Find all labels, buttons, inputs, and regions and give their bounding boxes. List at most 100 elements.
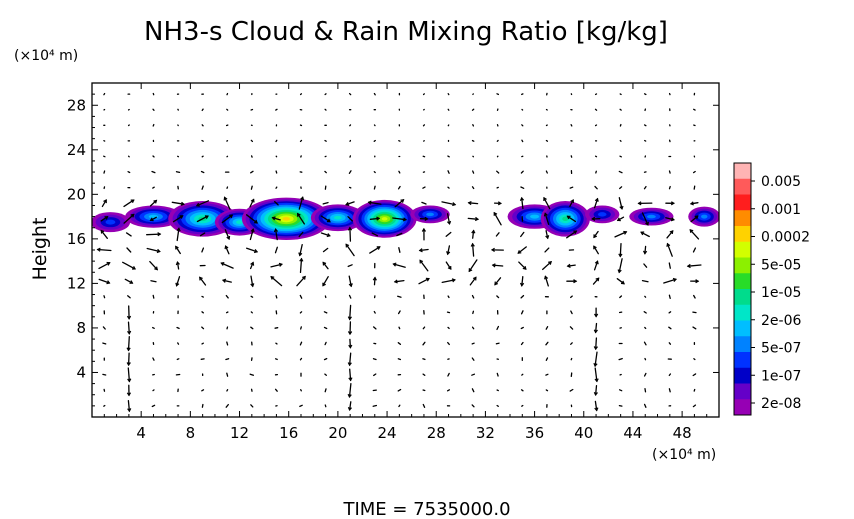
wind-vector-head bbox=[254, 219, 258, 224]
wind-vector bbox=[347, 264, 353, 268]
wind-vector bbox=[693, 388, 696, 392]
wind-vector bbox=[471, 357, 475, 361]
wind-vector bbox=[102, 342, 107, 345]
plot-frame bbox=[91, 82, 720, 418]
wind-vector bbox=[663, 278, 677, 284]
wind-vector-head bbox=[270, 275, 275, 280]
wind-vector bbox=[594, 385, 598, 396]
wind-vector-head bbox=[175, 261, 180, 266]
wind-vector bbox=[372, 404, 378, 407]
wind-vector bbox=[496, 186, 499, 189]
wind-vector bbox=[693, 185, 696, 190]
wind-vector-head bbox=[223, 196, 228, 201]
wind-vector bbox=[223, 196, 231, 210]
wind-vector bbox=[220, 262, 234, 269]
wind-vector-head bbox=[642, 250, 648, 255]
wind-vector-head bbox=[226, 235, 231, 241]
wind-vector bbox=[152, 389, 155, 392]
colorbar-band bbox=[734, 336, 751, 353]
wind-vector-head bbox=[126, 315, 132, 320]
wind-vector bbox=[668, 262, 671, 269]
wind-vector bbox=[693, 358, 696, 361]
wind-vector bbox=[496, 170, 500, 174]
wind-vector bbox=[103, 155, 106, 158]
wind-vector bbox=[127, 295, 131, 299]
wind-vector-head bbox=[224, 245, 229, 250]
wind-vector bbox=[103, 404, 106, 407]
wind-vector bbox=[447, 341, 450, 346]
wind-vector bbox=[372, 326, 377, 330]
colorbar-band bbox=[734, 273, 751, 290]
wind-vector bbox=[594, 367, 598, 382]
wind-vector bbox=[152, 326, 155, 329]
colorbar-frame bbox=[733, 162, 752, 416]
wind-vector bbox=[690, 215, 699, 223]
wind-vector bbox=[643, 93, 647, 96]
wind-vector bbox=[98, 262, 111, 270]
wind-vector bbox=[543, 197, 551, 210]
wind-vector bbox=[349, 227, 352, 242]
wind-vector bbox=[199, 276, 207, 286]
wind-vector bbox=[521, 404, 524, 407]
wind-vector bbox=[345, 243, 355, 257]
wind-vector bbox=[619, 295, 623, 299]
wind-vector bbox=[100, 229, 108, 239]
colorbar-label: 2e-06 bbox=[761, 313, 801, 329]
wind-vector bbox=[471, 404, 475, 408]
wind-vector bbox=[322, 247, 329, 253]
wind-vector bbox=[101, 199, 107, 208]
wind-vector bbox=[103, 170, 106, 174]
wind-vector-head bbox=[493, 211, 498, 216]
wind-vector-head bbox=[689, 229, 694, 233]
x-tick-label: 8 bbox=[186, 424, 196, 442]
wind-vector bbox=[250, 311, 253, 314]
wind-vector-head bbox=[447, 265, 452, 270]
wind-vector-head bbox=[474, 216, 480, 222]
wind-vector bbox=[324, 139, 327, 142]
wind-vector bbox=[274, 327, 279, 329]
wind-vector bbox=[398, 170, 401, 174]
wind-vector bbox=[271, 217, 281, 221]
wind-vector bbox=[201, 403, 204, 408]
wind-vector-head bbox=[347, 362, 352, 367]
wind-vector bbox=[566, 230, 577, 239]
x-tick-label: 36 bbox=[525, 424, 544, 442]
wind-vector bbox=[643, 185, 647, 190]
y-axis-label: Height bbox=[29, 218, 51, 281]
wind-vector bbox=[545, 170, 548, 174]
wind-vector bbox=[496, 372, 499, 377]
wind-vector bbox=[644, 139, 647, 142]
wind-vector bbox=[246, 247, 258, 253]
wind-vector-head bbox=[253, 249, 259, 254]
y-tick-label: 24 bbox=[67, 141, 86, 159]
wind-vector bbox=[225, 403, 229, 408]
cloud-contour bbox=[646, 214, 656, 219]
wind-vector bbox=[322, 201, 329, 205]
wind-vector bbox=[644, 326, 647, 330]
wind-vector bbox=[569, 199, 574, 208]
wind-vector bbox=[545, 373, 549, 376]
wind-vector-head bbox=[451, 278, 456, 283]
wind-vector bbox=[175, 171, 181, 174]
wind-vector bbox=[245, 214, 258, 224]
wind-vector-head bbox=[298, 252, 303, 257]
wind-vector-head bbox=[347, 316, 352, 321]
wind-vector-head bbox=[566, 263, 571, 268]
cloud-field bbox=[92, 197, 719, 241]
wind-vector bbox=[250, 155, 253, 158]
wind-vector bbox=[324, 404, 327, 408]
wind-vector-head bbox=[326, 233, 331, 238]
wind-vector bbox=[176, 261, 180, 270]
wind-vector bbox=[593, 260, 599, 271]
wind-vector bbox=[447, 295, 450, 299]
wind-vector bbox=[349, 338, 352, 349]
wind-vector bbox=[146, 247, 161, 253]
wind-vector bbox=[322, 261, 329, 270]
wind-vector bbox=[469, 276, 477, 286]
wind-vector bbox=[127, 367, 131, 383]
wind-vector bbox=[373, 92, 376, 96]
wind-vector bbox=[495, 232, 500, 237]
colorbar-band bbox=[734, 226, 751, 243]
wind-vector bbox=[643, 124, 647, 127]
wind-vector bbox=[468, 202, 479, 205]
